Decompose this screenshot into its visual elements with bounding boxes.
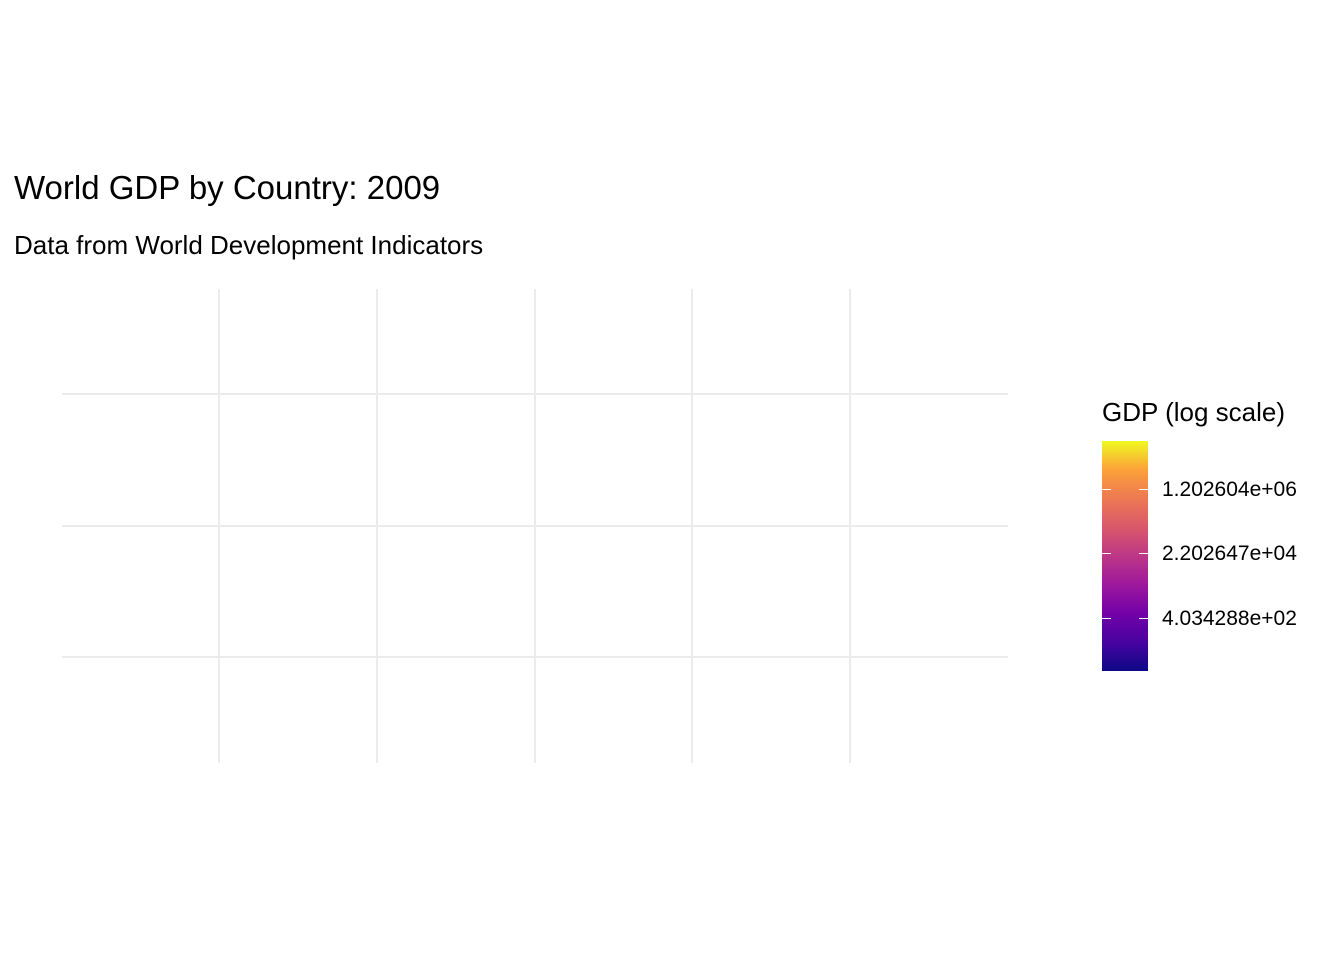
legend-tick-left bbox=[1102, 489, 1111, 490]
legend-tick-label: 1.202604e+06 bbox=[1162, 478, 1297, 501]
legend-tick-left bbox=[1102, 553, 1111, 554]
legend-tick-left bbox=[1102, 618, 1111, 619]
chart-title: World GDP by Country: 2009 bbox=[14, 169, 441, 206]
legend-tick-right bbox=[1139, 618, 1148, 619]
legend-tick-label: 4.034288e+02 bbox=[1162, 607, 1297, 630]
map-gridlines bbox=[62, 289, 1008, 763]
legend-title: GDP (log scale) bbox=[1102, 397, 1286, 427]
chart-subtitle: Data from World Development Indicators bbox=[14, 230, 484, 260]
legend-tick-label: 2.202647e+04 bbox=[1162, 542, 1297, 565]
legend-tick-right bbox=[1139, 489, 1148, 490]
legend-colorbar bbox=[1102, 441, 1148, 671]
legend-tick-right bbox=[1139, 553, 1148, 554]
